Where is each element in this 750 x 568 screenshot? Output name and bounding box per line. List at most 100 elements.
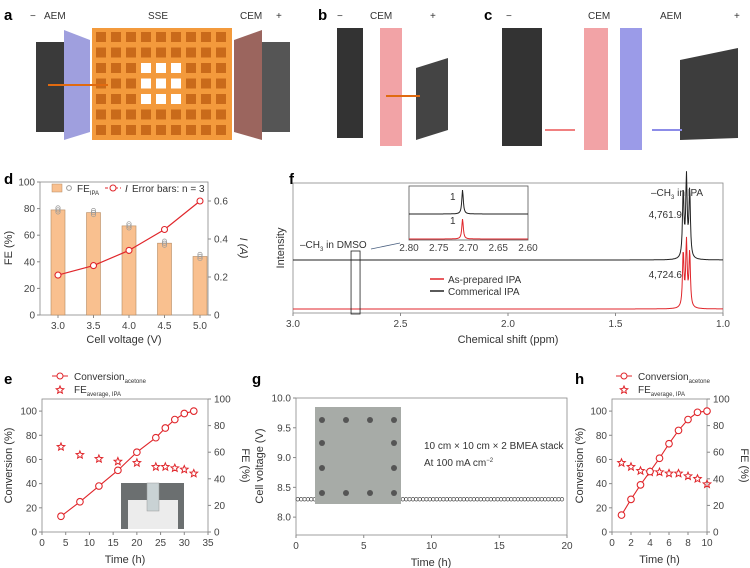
legend-current: I [125,184,128,195]
y-tick-label: 40 [24,257,36,268]
y-tick-label: 80 [26,431,38,442]
lattice-pore [171,94,181,104]
voltage-point [309,497,314,502]
fe-star-point [673,468,684,478]
inset-photo-bolt [319,465,325,471]
legend-prepared: As-prepared IPA [448,275,522,286]
lattice-pore [156,94,166,104]
y2-tick-label: 0.6 [214,197,228,208]
voltage-point [559,497,565,502]
conversion-line [621,410,708,516]
voltage-point [502,497,507,502]
y-axis-label: Cell voltage (V) [254,428,266,503]
x-axis-label: Cell voltage (V) [86,334,161,346]
replicate-point [90,208,97,214]
lattice-pore [171,78,181,89]
voltage-point [519,497,524,502]
conversion-point [646,467,654,476]
current-point [160,225,169,234]
fe-star-point [663,468,675,478]
conversion-point [693,408,702,417]
inset-photo-bolt [391,465,397,471]
lattice-pore [201,125,211,135]
lattice-pore [201,32,211,42]
inset-photo-bolt [343,490,349,496]
x-tick-label: 3.5 [87,321,101,332]
panel-label-g: g [252,371,261,388]
voltage-point [556,497,561,502]
bar-fe [121,225,137,316]
y-tick-label: 60 [596,455,608,466]
schematic-b: − CEM + [337,11,448,146]
dmso-annotation-main: –CH [300,240,320,251]
cem-label: CEM [588,11,610,22]
fe-star-point [55,441,67,452]
y-tick-label: 8.0 [277,513,291,524]
aem-label: AEM [44,11,66,22]
lattice-pore [141,63,151,73]
lattice-pore [111,63,121,73]
legend-replicate-marker [66,185,72,191]
y-axis-label: FE (%) [3,231,15,265]
voltage-point [410,497,416,502]
voltage-point [529,497,534,502]
lattice-pore [141,78,151,89]
x-tick-label: 2 [628,538,634,549]
voltage-point [546,497,551,502]
voltage-point [536,497,541,502]
y-tick-label: 10.0 [272,394,292,405]
replicate-point [90,210,97,216]
lattice-pore [126,32,136,42]
conversion-line [60,410,194,517]
x-tick-label: 0 [609,538,615,549]
y2-tick-label: 100 [214,395,231,406]
cem-membrane [234,30,262,140]
conversion-point [617,511,626,519]
lattice-pore [111,47,121,58]
dmso-annotation: –CH3 in DMSO [300,240,367,253]
x-axis-label: Chemical shift (ppm) [458,334,559,346]
x-axis-label: Time (h) [105,554,146,566]
voltage-point [471,497,477,502]
y2-tick-label: 60 [713,448,725,459]
conversion-point [665,439,673,448]
voltage-point [461,497,466,502]
voltage-point [414,497,419,502]
current-density-sup: −2 [486,458,494,464]
cem-membrane [380,28,402,146]
legend-conversion: Conversionacetone [74,372,147,385]
x-tick-label: 2.0 [501,319,515,330]
current-density-annotation: At 100 mA cm−2 [424,458,494,469]
conversion-point [151,433,160,442]
y2-tick-label: 0.2 [214,273,228,284]
stack-annotation: 10 cm × 10 cm × 2 BMEA stack [424,441,565,452]
dmso-highlight-box [350,250,361,315]
electrode-right [680,48,738,140]
lattice-pore [126,47,136,58]
schematic-a: − AEM SSE CEM + [30,11,290,140]
lattice-pore [111,109,121,120]
lattice-pore [171,32,181,42]
voltage-point [407,497,412,502]
lattice-pore [96,125,106,135]
replicate-point [197,251,203,258]
x-tick-label: 15 [494,541,506,552]
voltage-point [478,497,483,502]
lattice-pore [156,47,166,58]
lattice-pore [171,63,181,73]
x-axis-label: Time (h) [411,557,452,568]
lattice-pore [156,63,166,73]
electrode-left [337,28,363,138]
lattice-pore [216,32,226,42]
y-tick-label: 100 [590,407,607,418]
y2-tick-label: 60 [214,448,226,459]
lattice-pore [156,125,166,135]
x-tick-label: 4.5 [158,321,172,332]
legend-conversion-sub: acetone [689,379,711,385]
voltage-point [542,497,548,502]
panel-label-d: d [4,171,13,188]
y-axis-label: Conversion (%) [3,428,15,504]
lattice-pore [186,63,196,73]
replicate-point [90,212,97,218]
inset-photo-bolt [319,440,325,446]
